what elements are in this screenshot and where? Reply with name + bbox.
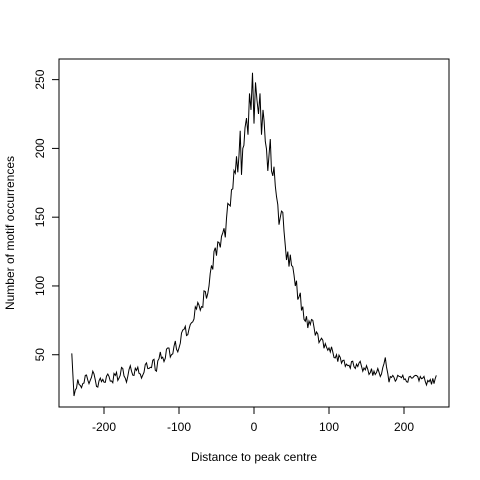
- y-tick-label: 150: [33, 207, 47, 227]
- x-tick-label: 100: [319, 420, 339, 434]
- y-tick-label: 100: [33, 276, 47, 296]
- x-tick-label: -100: [167, 420, 191, 434]
- x-axis: -200 -100 0 100 200: [92, 406, 414, 434]
- y-tick-label: 50: [33, 348, 47, 362]
- y-axis: 50 100 150 200 250: [33, 69, 60, 362]
- series-line: [71, 72, 437, 397]
- y-tick-label: 250: [33, 69, 47, 89]
- x-tick-label: 0: [251, 420, 258, 434]
- x-tick-label: 200: [394, 420, 414, 434]
- x-axis-label: Distance to peak centre: [191, 450, 317, 464]
- y-axis-label: Number of motif occurrences: [3, 156, 17, 310]
- x-tick-label: -200: [92, 420, 116, 434]
- y-tick-label: 200: [33, 138, 47, 158]
